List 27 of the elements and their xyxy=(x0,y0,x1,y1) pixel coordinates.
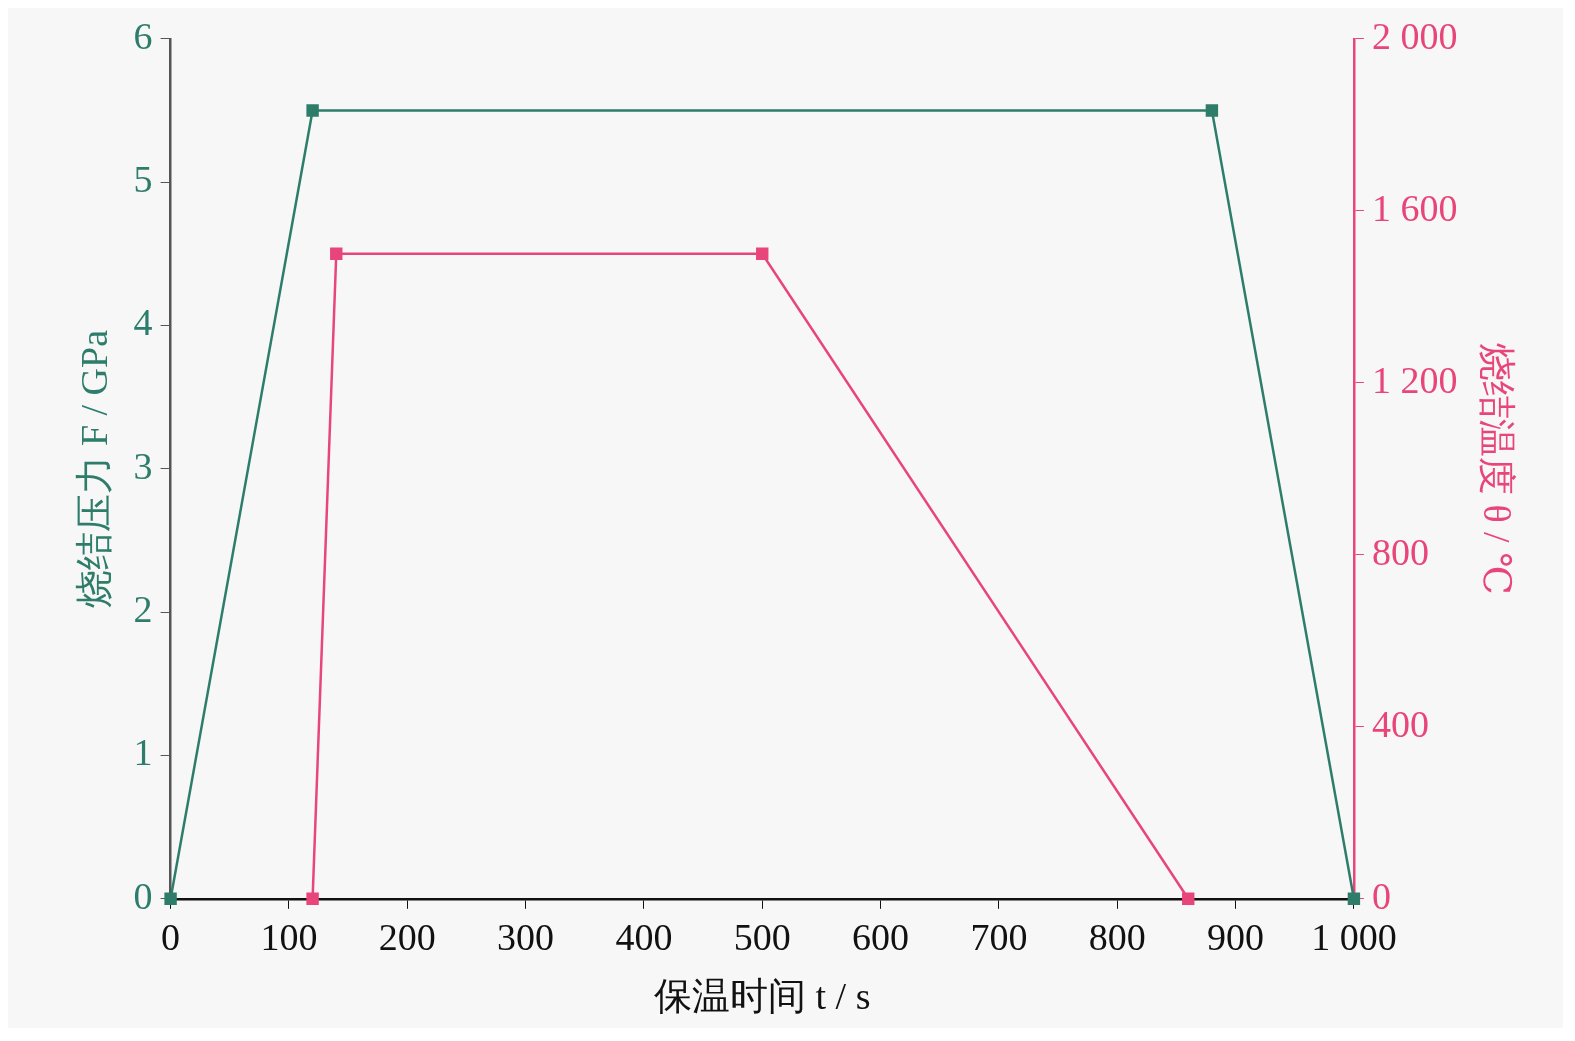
y-tick-label: 5 xyxy=(133,158,153,201)
x-axis-title: 保温时间 t / s xyxy=(654,975,871,1018)
y-axis-title: 烧结压力 F / GPa xyxy=(72,329,115,608)
y-tick-label: 2 xyxy=(133,588,153,631)
x-tick-label: 1 000 xyxy=(1311,915,1397,958)
y2-tick-label: 1 200 xyxy=(1371,358,1458,401)
x-tick-label: 400 xyxy=(615,915,673,958)
y-tick-label: 3 xyxy=(133,444,153,487)
x-tick-label: 0 xyxy=(161,915,181,958)
x-tick-label: 600 xyxy=(852,915,910,958)
y2-axis-title: 烧结温度 θ / ℃ xyxy=(1476,342,1519,595)
y2-tick-label: 400 xyxy=(1371,702,1429,745)
x-tick-label: 800 xyxy=(1088,915,1146,958)
y-tick-label: 0 xyxy=(133,874,153,917)
y2-tick-label: 0 xyxy=(1371,874,1391,917)
x-tick-label: 200 xyxy=(378,915,436,958)
y-tick-label: 6 xyxy=(133,14,153,57)
y-tick-label: 1 xyxy=(133,731,153,774)
x-tick-label: 100 xyxy=(260,915,318,958)
y2-tick-label: 800 xyxy=(1371,530,1429,573)
x-tick-label: 900 xyxy=(1207,915,1265,958)
x-tick-label: 300 xyxy=(497,915,555,958)
y2-tick-label: 1 600 xyxy=(1371,186,1458,229)
y-tick-label: 4 xyxy=(133,301,153,344)
y2-tick-label: 2 000 xyxy=(1371,14,1458,57)
x-tick-label: 500 xyxy=(733,915,791,958)
x-tick-label: 700 xyxy=(970,915,1028,958)
